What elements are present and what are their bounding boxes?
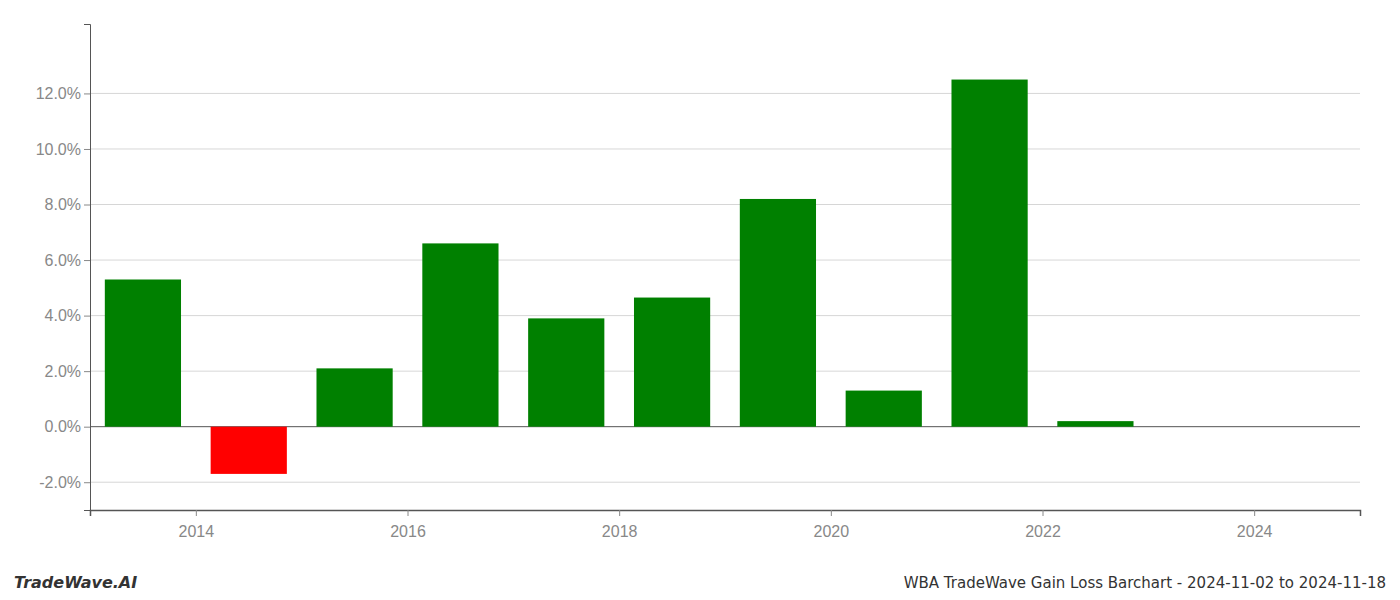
bar	[422, 243, 498, 426]
x-tick: 2014	[179, 510, 215, 540]
y-tick-label: 4.0%	[45, 307, 81, 324]
y-tick-label: 6.0%	[45, 252, 81, 269]
bar	[634, 298, 710, 427]
x-tick-mark	[408, 510, 409, 516]
grid-line	[90, 482, 1360, 483]
y-tick-label: -2.0%	[39, 474, 81, 491]
y-tick-mark	[84, 316, 90, 317]
x-tick-label: 2014	[179, 523, 215, 540]
y-tick-label: 2.0%	[45, 363, 81, 380]
grid-line	[90, 315, 1360, 316]
y-tick-label: 0.0%	[45, 418, 81, 435]
grid-line	[90, 371, 1360, 372]
y-tick-mark	[84, 93, 90, 94]
grid-line	[90, 148, 1360, 149]
x-tick-mark	[1254, 510, 1255, 516]
plot: -2.0%0.0%2.0%4.0%6.0%8.0%10.0%12.0%20142…	[36, 25, 1361, 540]
y-tick: -2.0%	[39, 474, 90, 491]
y-tick-mark	[84, 260, 90, 261]
y-axis-line	[84, 25, 91, 511]
y-tick-mark	[84, 371, 90, 372]
x-tick-label: 2020	[814, 523, 850, 540]
grid	[90, 93, 1360, 482]
y-tick: 2.0%	[45, 363, 90, 380]
y-axis: -2.0% 0.0% 2.0% 4.0% 6.0% 8.0% 10.0% 12.0%	[36, 25, 91, 511]
grid-line	[90, 93, 1360, 94]
grid-line	[90, 204, 1360, 205]
y-tick-label: 8.0%	[45, 196, 81, 213]
bar	[740, 199, 816, 427]
bar	[951, 80, 1027, 427]
chart: -2.0%0.0%2.0%4.0%6.0%8.0%10.0%12.0%20142…	[0, 0, 1400, 600]
y-tick-mark	[84, 205, 90, 206]
x-tick-label: 2024	[1237, 523, 1273, 540]
bar	[211, 427, 287, 474]
bar	[316, 368, 392, 426]
x-tick: 2018	[602, 510, 638, 540]
x-axis-line	[91, 511, 1361, 517]
bar	[105, 279, 181, 426]
y-tick-mark	[84, 149, 90, 150]
y-tick: 10.0%	[36, 141, 90, 158]
bar	[1057, 421, 1133, 427]
y-tick-label: 12.0%	[36, 85, 81, 102]
y-tick-mark	[84, 427, 90, 428]
x-tick-mark	[196, 510, 197, 516]
y-tick: 8.0%	[45, 196, 90, 213]
bar	[528, 318, 604, 426]
y-tick: 0.0%	[45, 418, 90, 435]
x-axis: 2014 2016 2018 2020 2022 2024	[91, 510, 1361, 540]
grid-line	[90, 260, 1360, 261]
y-tick: 6.0%	[45, 252, 90, 269]
y-tick-label: 10.0%	[36, 141, 81, 158]
x-tick-mark	[831, 510, 832, 516]
x-tick-label: 2022	[1025, 523, 1061, 540]
watermark: TradeWave.AI	[14, 573, 137, 592]
bar	[846, 391, 922, 427]
x-tick-mark	[619, 510, 620, 516]
x-tick-label: 2018	[602, 523, 638, 540]
x-tick-mark	[1043, 510, 1044, 516]
bars	[105, 80, 1134, 474]
y-tick: 12.0%	[36, 85, 90, 102]
x-tick: 2016	[390, 510, 426, 540]
x-tick: 2024	[1237, 510, 1273, 540]
y-tick-mark	[84, 482, 90, 483]
x-tick-label: 2016	[390, 523, 426, 540]
x-tick: 2022	[1025, 510, 1061, 540]
title: WBA TradeWave Gain Loss Barchart - 2024-…	[904, 574, 1386, 592]
x-tick: 2020	[814, 510, 850, 540]
y-tick: 4.0%	[45, 307, 90, 324]
